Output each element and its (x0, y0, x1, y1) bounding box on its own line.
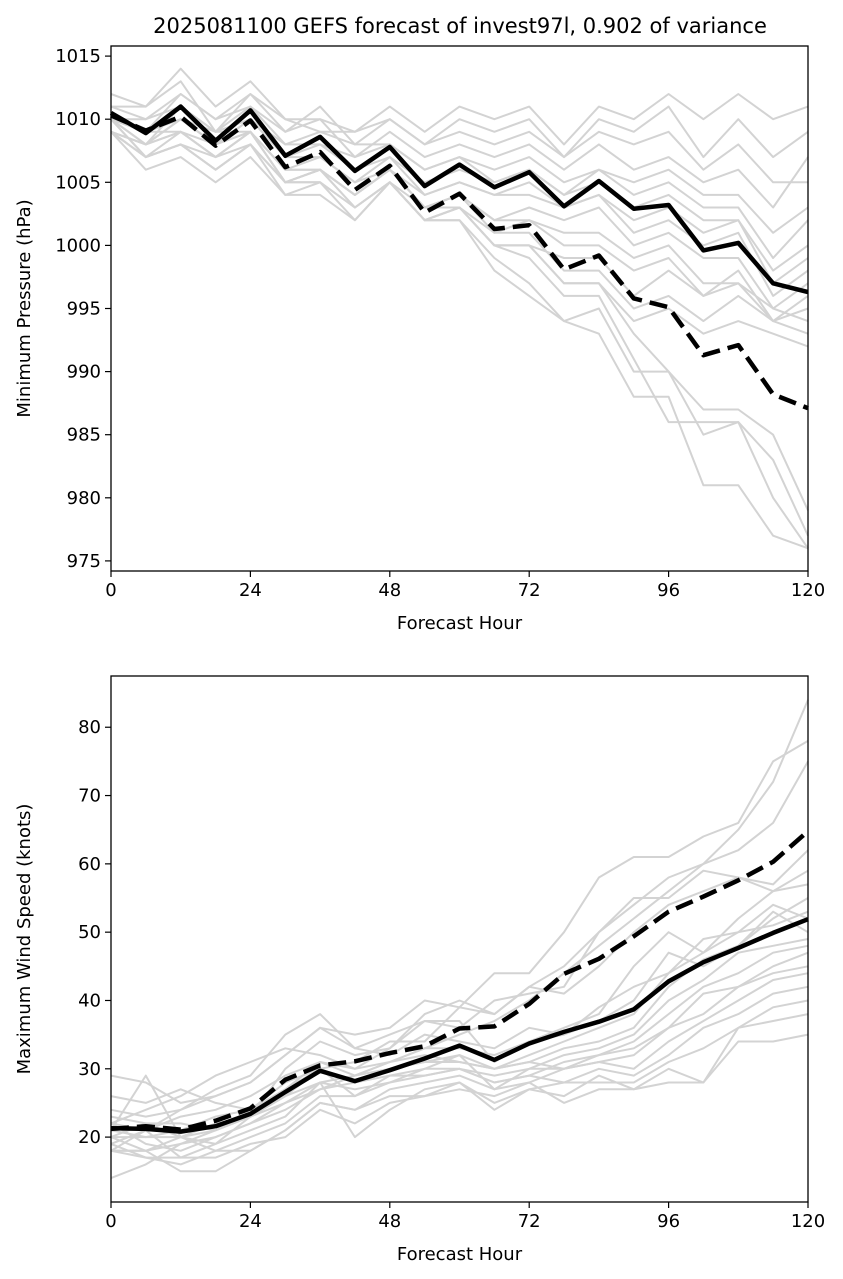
wind-member-line-17 (110, 999, 809, 1159)
wind-member-line-19 (110, 1033, 809, 1166)
wind-member-line-6 (110, 883, 809, 1118)
wind-axes-frame (110, 675, 809, 1203)
pressure-y-tick-label: 995 (67, 299, 101, 320)
wind-x-tick-label: 0 (105, 1211, 116, 1232)
wind-x-axis-label: Forecast Hour (397, 1244, 523, 1265)
pressure-x-tick-label: 72 (518, 580, 541, 601)
pressure-member-line-14 (110, 118, 809, 335)
pressure-member-line-4 (110, 93, 809, 209)
pressure-x-tick-label: 120 (791, 580, 825, 601)
wind-x-tick-label: 96 (657, 1211, 680, 1232)
pressure-member-line-7 (110, 105, 809, 272)
wind-y-tick-label: 80 (78, 717, 101, 738)
pressure-main-series (109, 104, 809, 411)
pressure-y-ticks: 975 980 985 990 995 1000 1005 1010 1015 (55, 46, 111, 572)
pressure-axes-frame (110, 45, 809, 572)
pressure-x-tick-label: 48 (378, 580, 401, 601)
pressure-member-line-1 (110, 67, 809, 146)
pressure-member-line-3 (111, 80, 808, 184)
wind-main-series (110, 829, 810, 1134)
wind-x-tick-label: 48 (378, 1211, 401, 1232)
wind-member-line-5 (110, 869, 809, 1111)
pressure-member-line-19 (110, 130, 809, 511)
pressure-x-ticks: 0 24 48 72 96 120 (105, 571, 825, 601)
pressure-y-tick-label: 980 (67, 488, 101, 509)
wind-x-tick-label: 72 (518, 1211, 541, 1232)
pressure-x-axis-label: Forecast Hour (397, 613, 523, 634)
wind-y-tick-label: 40 (78, 990, 101, 1011)
wind-solid-line (110, 917, 809, 1134)
wind-y-tick-label: 70 (78, 786, 101, 807)
wind-x-ticks: 0 24 48 72 96 120 (105, 1202, 825, 1232)
wind-member-line-8 (110, 910, 809, 1104)
pressure-x-tick-label: 0 (105, 580, 116, 601)
wind-member-line-12 (110, 944, 809, 1159)
wind-x-tick-label: 24 (239, 1211, 262, 1232)
wind-y-ticks: 20 30 40 50 60 70 80 (78, 717, 111, 1148)
pressure-y-tick-label: 985 (67, 425, 101, 446)
wind-x-tick-label: 120 (791, 1211, 825, 1232)
pressure-y-tick-label: 990 (67, 362, 101, 383)
wind-member-line-3 (110, 760, 809, 1145)
pressure-panel: 0 24 48 72 96 120 975 980 985 990 995 1000 1005 1010… (14, 45, 825, 634)
pressure-x-tick-label: 96 (657, 580, 680, 601)
pressure-y-tick-label: 1005 (55, 172, 101, 193)
pressure-y-tick-label: 1010 (55, 109, 101, 130)
wind-y-tick-label: 50 (78, 922, 101, 943)
pressure-solid-line (109, 104, 809, 295)
wind-y-tick-label: 30 (78, 1059, 101, 1080)
pressure-member-line-13 (110, 130, 809, 323)
wind-panel: 0 24 48 72 96 120 20 30 40 50 60 70 80 Forecast Hou… (14, 675, 825, 1265)
pressure-y-tick-label: 1015 (55, 46, 101, 67)
wind-dashed-line (110, 829, 810, 1132)
wind-member-line-18 (111, 1013, 809, 1152)
pressure-y-tick-label: 1000 (55, 235, 101, 256)
wind-y-tick-label: 20 (78, 1127, 101, 1148)
wind-member-lines (110, 699, 809, 1180)
pressure-x-tick-label: 24 (239, 580, 262, 601)
pressure-y-axis-label: Minimum Pressure (hPa) (14, 199, 35, 417)
wind-y-tick-label: 60 (78, 854, 101, 875)
wind-member-line-15 (110, 972, 809, 1125)
wind-y-axis-label: Maximum Wind Speed (knots) (14, 804, 35, 1075)
wind-member-line-14 (111, 965, 809, 1173)
pressure-member-line-11 (110, 130, 809, 323)
pressure-member-line-2 (110, 93, 809, 159)
figure-title: 2025081100 GEFS forecast of invest97l, 0… (153, 14, 767, 38)
pressure-dashed-line (110, 113, 809, 411)
wind-member-line-7 (110, 897, 809, 1132)
pressure-y-tick-label: 975 (67, 551, 101, 572)
